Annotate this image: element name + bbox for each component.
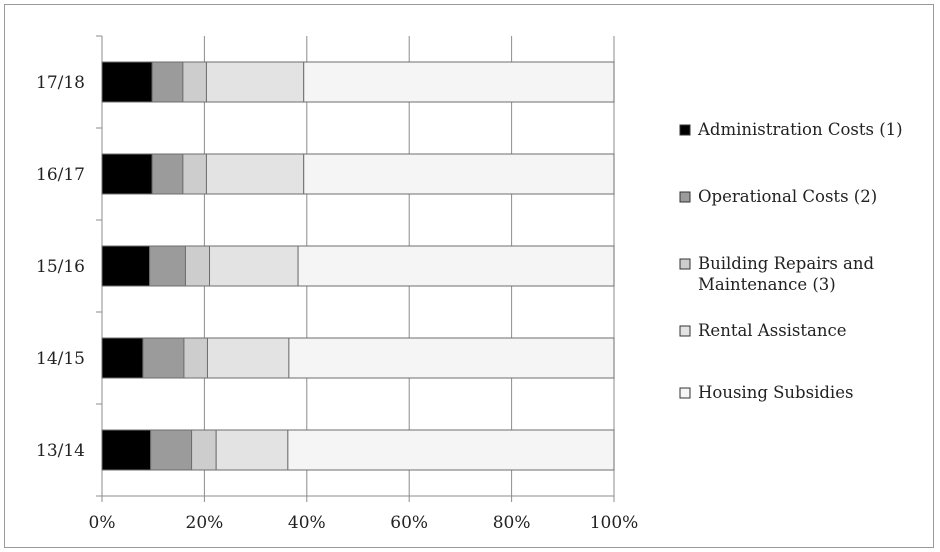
x-tick-label: 0% — [89, 513, 116, 533]
bar-segment — [149, 245, 186, 287]
bar-segment — [191, 429, 217, 471]
bar-segment — [215, 429, 289, 471]
bar-segment — [183, 337, 208, 379]
legend-label: Housing Subsidies — [698, 383, 853, 402]
legend-label: Administration Costs (1) — [697, 120, 903, 139]
bars — [101, 61, 615, 471]
x-tick-label: 80% — [493, 513, 531, 533]
bar-segment — [182, 153, 207, 195]
y-tick-label: 14/15 — [36, 349, 85, 369]
x-tick-label: 20% — [186, 513, 224, 533]
legend-label: Maintenance (3) — [698, 275, 836, 294]
y-tick-label: 15/16 — [36, 257, 85, 277]
x-tick-label: 40% — [288, 513, 326, 533]
legend-label: Rental Assistance — [698, 321, 847, 340]
bar-segment — [151, 61, 184, 103]
bar-segment — [297, 245, 615, 287]
bar-segment — [151, 153, 184, 195]
bar-segment — [205, 153, 305, 195]
y-tick-label: 16/17 — [36, 165, 85, 185]
bar-segment — [206, 337, 290, 379]
bar-segment — [101, 153, 153, 195]
legend-swatch — [679, 191, 691, 203]
bar-segment — [209, 245, 299, 287]
legend-swatch — [679, 387, 691, 399]
y-tick-label: 13/14 — [36, 441, 85, 461]
bar-segment — [303, 153, 615, 195]
bar-segment — [101, 429, 152, 471]
legend-label: Operational Costs (2) — [698, 187, 877, 206]
x-tick-label: 100% — [590, 513, 639, 533]
legend-label: Building Repairs and — [698, 254, 875, 273]
bar-segment — [142, 337, 185, 379]
bar-segment — [101, 61, 153, 103]
bar-segment — [303, 61, 615, 103]
legend-swatch — [679, 325, 691, 337]
bar-segment — [205, 61, 305, 103]
y-tick-label: 17/18 — [36, 73, 85, 93]
legend-swatch — [679, 258, 691, 270]
bar-segment — [182, 61, 207, 103]
bar-segment — [184, 245, 211, 287]
bar-segment — [101, 337, 144, 379]
legend-swatch — [679, 124, 691, 136]
legend: Administration Costs (1) Operational Cost… — [679, 120, 903, 402]
bar-segment — [287, 429, 615, 471]
x-tick-label: 60% — [390, 513, 428, 533]
bar-segment — [150, 429, 193, 471]
bar-segment — [288, 337, 615, 379]
bar-segment — [101, 245, 151, 287]
tick-labels: 0% 20% 40% 60% 80% 100% 17/18 16/17 15/16 14/15 13… — [36, 73, 638, 533]
